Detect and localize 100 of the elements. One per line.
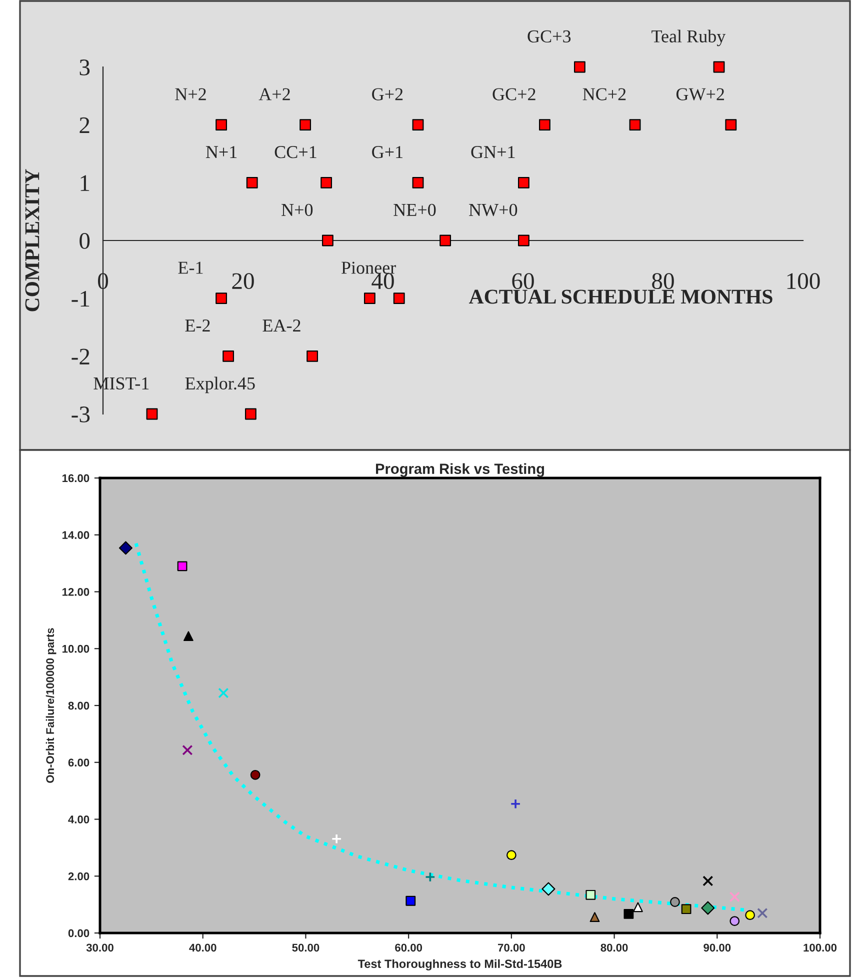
- y-tick-label: -2: [72, 348, 90, 364]
- point: [177, 561, 188, 572]
- x-axis-title: ACTUAL SCHEDULE MONTHS: [468, 290, 772, 304]
- data-label: G+1: [372, 146, 402, 158]
- x-tick-label: 90.00: [704, 944, 731, 952]
- point: [629, 119, 641, 131]
- y-tick-label: 0: [80, 232, 90, 249]
- point: [216, 119, 228, 131]
- point: [701, 901, 715, 915]
- point: [322, 234, 334, 246]
- point: [518, 176, 530, 188]
- point: [306, 350, 318, 362]
- y-tick-label: -1: [72, 290, 90, 307]
- point: [182, 744, 193, 756]
- x-axis-title: Test Thoroughness to Mil-Std-1540B: [358, 959, 562, 970]
- point: [146, 408, 158, 420]
- point: [250, 770, 260, 780]
- point: [729, 892, 740, 902]
- y-tick-label: 14.00: [62, 531, 90, 540]
- data-label: Pioneer: [341, 262, 396, 274]
- y-tick-label: 16.00: [62, 474, 90, 482]
- data-label: NC+2: [582, 88, 626, 100]
- point: [510, 798, 521, 810]
- y-tick-label: 2: [80, 117, 90, 134]
- point: [412, 119, 424, 131]
- point: [632, 902, 643, 912]
- y-tick-label: 6.00: [68, 758, 90, 767]
- data-label: EA-2: [262, 320, 300, 332]
- data-label: GC+3: [528, 30, 571, 42]
- y-tick-label: 3: [80, 60, 90, 76]
- point: [702, 876, 714, 886]
- data-label: CC+1: [274, 146, 316, 158]
- x-tick-label: 80: [652, 273, 674, 290]
- y-tick-label: -3: [72, 406, 90, 422]
- point: [331, 834, 342, 844]
- data-label: GN+1: [471, 146, 515, 158]
- point: [670, 897, 680, 907]
- point: [542, 882, 556, 896]
- data-label: NE+0: [394, 204, 436, 216]
- data-label: NW+0: [469, 204, 518, 216]
- point: [364, 292, 376, 304]
- point: [624, 909, 634, 919]
- data-label: N+2: [175, 88, 206, 100]
- x-tick-label: 100.00: [804, 944, 837, 952]
- point: [713, 61, 725, 73]
- y-tick-label: 4.00: [68, 816, 90, 824]
- x-tick-label: 70.00: [498, 944, 525, 952]
- point: [730, 916, 740, 926]
- x-tick-label: 100: [787, 273, 820, 290]
- data-label: Teal Ruby: [652, 30, 726, 46]
- point: [118, 541, 132, 555]
- x-tick-label: 60: [512, 273, 534, 290]
- point: [412, 176, 424, 188]
- x-tick-label: 40.00: [189, 944, 216, 952]
- chart-title: Program Risk vs Testing: [376, 463, 544, 477]
- point: [300, 119, 312, 131]
- point: [590, 912, 600, 922]
- point: [725, 119, 737, 131]
- point: [757, 908, 768, 918]
- data-label: N+1: [206, 146, 237, 158]
- y-tick-label: 10.00: [62, 644, 90, 653]
- x-tick-label: 50.00: [292, 944, 320, 952]
- data-label: GC+2: [492, 88, 536, 100]
- point: [218, 688, 229, 698]
- y-tick-label: 8.00: [68, 702, 90, 710]
- point: [586, 890, 596, 900]
- point: [393, 292, 405, 304]
- point: [506, 850, 516, 860]
- data-label: E-1: [178, 262, 203, 274]
- y-axis-title: On-Orbit Failure/100000 parts: [46, 628, 56, 783]
- y-tick-label: 2.00: [68, 872, 90, 880]
- y-tick-label: 1: [80, 175, 90, 191]
- point: [406, 896, 416, 906]
- data-label: Explor.45: [185, 376, 255, 394]
- point: [745, 910, 756, 920]
- data-label: A+2: [258, 88, 290, 100]
- x-tick-label: 40: [372, 273, 394, 290]
- point: [246, 176, 258, 188]
- x-tick-label: 80.00: [600, 944, 628, 952]
- data-label: GW+2: [676, 88, 724, 100]
- point: [440, 234, 452, 246]
- point: [222, 350, 234, 362]
- point: [681, 904, 692, 914]
- data-label: E-2: [185, 320, 210, 332]
- y-tick-label: 12.00: [62, 588, 90, 596]
- point: [244, 408, 256, 420]
- y-axis-title: COMPLEXITY: [25, 169, 40, 312]
- y-tick-label: 0.00: [68, 929, 90, 938]
- x-tick-label: 20: [232, 273, 254, 290]
- data-label: N+0: [282, 204, 313, 216]
- point: [538, 119, 550, 131]
- point: [574, 61, 586, 73]
- point: [518, 234, 530, 246]
- data-label: G+2: [372, 88, 403, 100]
- point: [424, 872, 436, 882]
- x-tick-label: 60.00: [395, 944, 422, 952]
- point: [216, 292, 228, 304]
- point: [184, 631, 194, 642]
- x-tick-label: 30.00: [86, 944, 114, 952]
- point: [320, 176, 332, 188]
